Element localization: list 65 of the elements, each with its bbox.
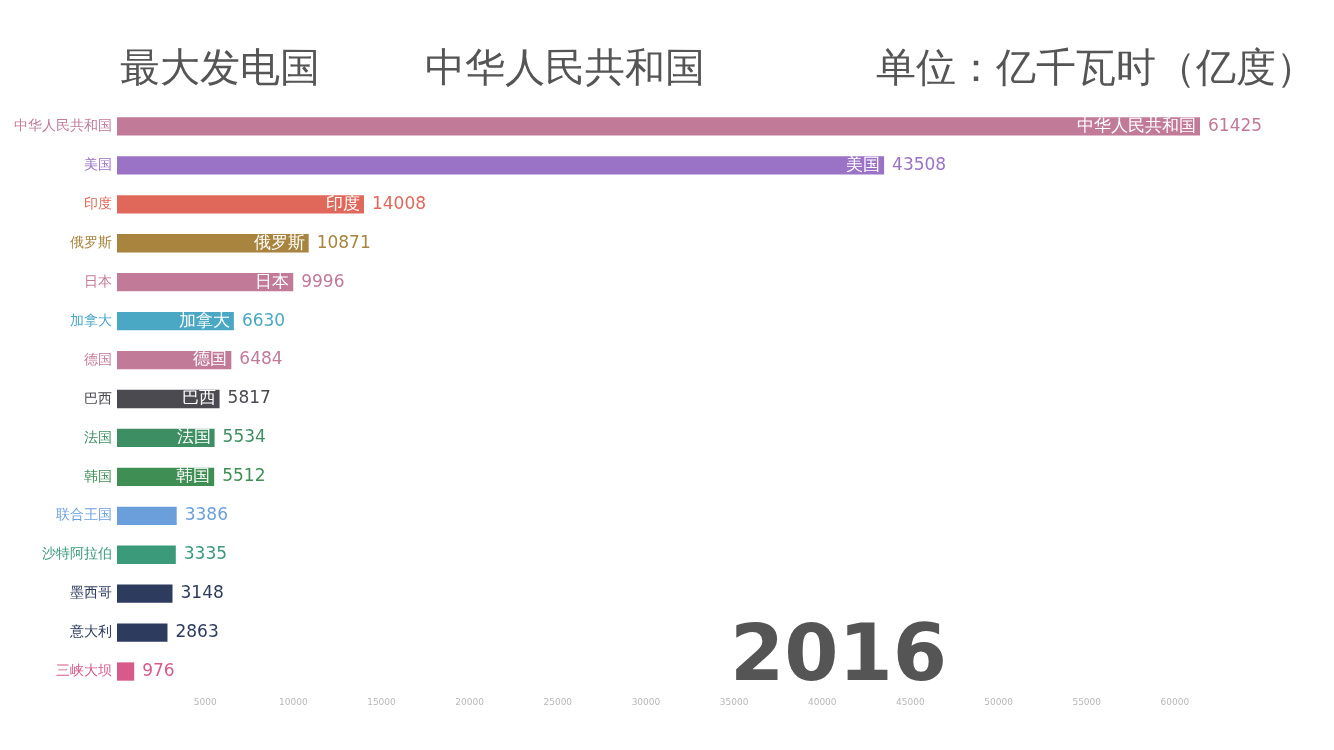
y-tick-label: 美国 xyxy=(84,156,112,173)
category-label: 俄罗斯 xyxy=(253,231,305,252)
x-tick-label: 30000 xyxy=(631,696,661,707)
x-tick-label: 5000 xyxy=(193,696,217,707)
x-tick-label: 35000 xyxy=(719,696,749,707)
x-tick-label: 40000 xyxy=(807,696,837,707)
x-tick-label: 55000 xyxy=(1072,696,1102,707)
y-tick-label: 联合王国 xyxy=(56,506,112,523)
x-tick-label: 60000 xyxy=(1160,696,1190,707)
data-label: 3335 xyxy=(183,543,228,564)
chart-title: 最大发电国 xyxy=(120,44,320,90)
data-label: 9996 xyxy=(301,270,345,291)
bar xyxy=(117,117,1200,136)
bar xyxy=(117,584,173,603)
data-label: 3386 xyxy=(184,504,228,525)
y-tick-label: 沙特阿拉伯 xyxy=(42,545,112,562)
y-tick-label: 韩国 xyxy=(84,467,112,484)
x-tick-label: 45000 xyxy=(896,696,925,707)
data-label: 43508 xyxy=(892,153,947,174)
y-tick-label: 三峡大坝 xyxy=(56,662,112,679)
x-tick-label: 25000 xyxy=(543,696,573,707)
data-label: 2863 xyxy=(175,621,219,642)
data-label: 5817 xyxy=(227,387,271,408)
bar xyxy=(117,623,168,642)
data-label: 5512 xyxy=(222,465,266,486)
x-tick-label: 15000 xyxy=(367,696,397,707)
y-tick-label: 意大利 xyxy=(69,623,112,640)
bar xyxy=(117,506,177,525)
category-label: 日本 xyxy=(255,270,290,291)
bar xyxy=(117,156,885,175)
category-label: 加拿大 xyxy=(178,309,230,330)
bar xyxy=(117,662,135,681)
chart-subtitle: 中华人民共和国 xyxy=(425,44,705,90)
bar xyxy=(117,273,294,292)
category-label: 韩国 xyxy=(176,465,211,486)
x-tick-label: 20000 xyxy=(455,696,485,707)
x-tick-label: 50000 xyxy=(984,696,1014,707)
data-label: 5534 xyxy=(222,426,266,447)
data-label: 6630 xyxy=(241,309,286,330)
data-label: 3148 xyxy=(180,582,224,603)
category-label: 印度 xyxy=(325,192,360,213)
y-tick-label: 印度 xyxy=(84,194,112,211)
bar xyxy=(117,195,364,214)
annotation: 2016 xyxy=(730,608,948,698)
y-tick-label: 巴西 xyxy=(84,389,112,406)
category-label: 巴西 xyxy=(181,387,216,408)
y-tick-label: 俄罗斯 xyxy=(70,233,112,250)
data-label: 976 xyxy=(142,659,175,680)
category-label: 德国 xyxy=(193,348,228,369)
data-label: 61425 xyxy=(1208,114,1263,135)
y-tick-label: 日本 xyxy=(84,272,112,289)
y-tick-label: 法国 xyxy=(84,428,112,445)
data-label: 10871 xyxy=(316,231,371,252)
y-tick-label: 墨西哥 xyxy=(70,584,112,601)
category-label: 法国 xyxy=(176,426,211,447)
category-label: 中华人民共和国 xyxy=(1077,114,1196,135)
x-tick-label: 10000 xyxy=(278,696,308,707)
bar xyxy=(117,545,176,564)
text: 单位：亿千瓦时（亿度） xyxy=(876,44,1316,90)
data-label: 6484 xyxy=(239,348,283,369)
y-tick-label: 加拿大 xyxy=(70,311,112,328)
y-tick-label: 德国 xyxy=(84,350,112,367)
data-label: 14008 xyxy=(371,192,427,213)
category-label: 美国 xyxy=(846,153,881,174)
y-tick-label: 中华人民共和国 xyxy=(14,117,112,134)
